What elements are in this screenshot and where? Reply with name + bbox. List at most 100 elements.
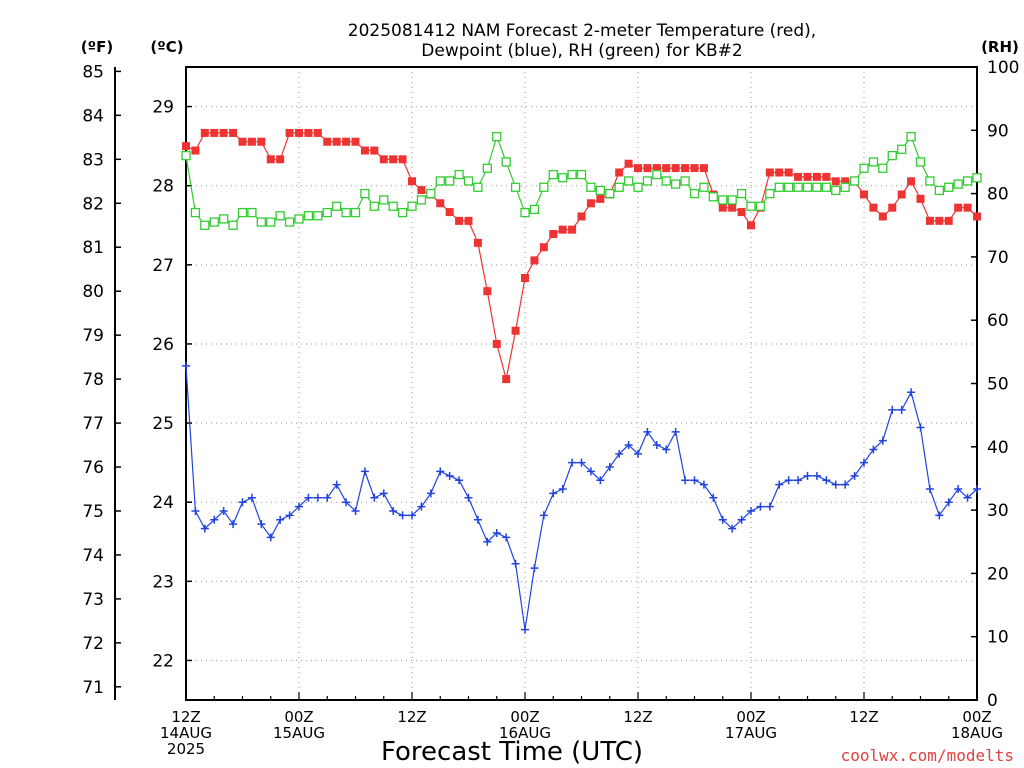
dewpoint-point bbox=[191, 506, 200, 515]
dewpoint-point bbox=[247, 493, 256, 502]
rh-point bbox=[586, 182, 596, 192]
temperature-point bbox=[869, 203, 878, 212]
rh-point bbox=[510, 182, 521, 192]
rh-point bbox=[821, 182, 831, 192]
time-tick-label: 18AUG bbox=[951, 724, 1003, 742]
rh-point bbox=[228, 220, 238, 230]
temperature-point bbox=[747, 221, 755, 230]
chart-title-line1: 2025081412 NAM Forecast 2-meter Temperat… bbox=[348, 21, 816, 41]
temperature-point bbox=[728, 203, 737, 212]
dewpoint-point bbox=[681, 476, 690, 485]
dewpoint-point bbox=[860, 458, 868, 467]
temperature-point bbox=[417, 186, 426, 195]
dewpoint-point bbox=[709, 493, 718, 502]
temperature-point bbox=[266, 155, 275, 164]
dewpoint-point bbox=[718, 515, 727, 524]
celsius-tick-label: 27 bbox=[152, 256, 174, 276]
celsius-tick-label: 24 bbox=[152, 493, 174, 513]
rh-point bbox=[746, 201, 756, 211]
fahrenheit-tick-label: 75 bbox=[82, 502, 104, 522]
temperature-point bbox=[351, 137, 360, 146]
dewpoint-point bbox=[831, 480, 840, 489]
rh-point bbox=[623, 176, 634, 186]
rh-tick-label: 60 bbox=[987, 311, 1009, 331]
rh-point bbox=[350, 207, 361, 218]
rh-axis: 0 10 20 30 40 50 60 70 80 90 100 bbox=[971, 58, 1019, 711]
rh-point bbox=[219, 214, 229, 224]
fahrenheit-tick-label: 79 bbox=[82, 326, 104, 346]
temperature-point bbox=[549, 230, 558, 239]
temperature-point bbox=[436, 199, 445, 208]
rh-point bbox=[784, 182, 794, 192]
rh-point bbox=[492, 131, 502, 142]
fahrenheit-tick-label: 74 bbox=[82, 546, 104, 566]
rh-point bbox=[379, 195, 389, 205]
rh-point bbox=[878, 163, 888, 173]
dewpoint-point bbox=[313, 493, 322, 502]
dewpoint-point bbox=[492, 528, 501, 537]
series-layer bbox=[181, 128, 982, 634]
rh-point bbox=[897, 144, 907, 154]
time-tick-label: 16AUG bbox=[499, 724, 551, 742]
rh-point bbox=[567, 169, 577, 180]
celsius-tick-label: 25 bbox=[152, 414, 174, 434]
dewpoint-point bbox=[822, 476, 831, 485]
dewpoint-point bbox=[577, 458, 586, 467]
rh-point bbox=[906, 131, 916, 142]
rh-point bbox=[633, 182, 643, 192]
dewpoint-point bbox=[539, 511, 548, 520]
rh-point bbox=[237, 207, 248, 218]
temperature-point bbox=[445, 208, 454, 217]
dewpoint-point bbox=[182, 361, 190, 370]
rh-point bbox=[802, 182, 813, 192]
dewpoint-point bbox=[473, 515, 482, 524]
dewpoint-point bbox=[652, 441, 661, 450]
dewpoint-point bbox=[342, 498, 351, 507]
rh-point bbox=[407, 201, 417, 211]
dewpoint-point bbox=[784, 476, 793, 485]
dewpoint-point bbox=[370, 493, 379, 502]
rh-point bbox=[548, 169, 558, 180]
rh-point bbox=[614, 182, 624, 192]
temperature-point bbox=[492, 339, 501, 348]
dewpoint-point bbox=[511, 559, 520, 568]
temperature-point bbox=[634, 164, 642, 173]
temperature-point bbox=[247, 137, 256, 146]
dewpoint-point bbox=[323, 493, 332, 502]
time-tick-label: 12Z bbox=[171, 708, 200, 726]
dewpoint-point bbox=[643, 427, 652, 436]
rh-point bbox=[520, 207, 530, 218]
celsius-tick-label: 26 bbox=[152, 335, 174, 355]
dewpoint-point bbox=[944, 498, 953, 507]
rh-point bbox=[736, 188, 747, 199]
temperature-point bbox=[200, 128, 209, 137]
dewpoint-point bbox=[690, 476, 699, 485]
fahrenheit-tick-label: 81 bbox=[82, 238, 104, 258]
dewpoint-point bbox=[483, 537, 492, 546]
dewpoint-point bbox=[502, 533, 511, 542]
time-tick-label: 14AUG bbox=[160, 724, 212, 742]
fahrenheit-tick-label: 85 bbox=[82, 62, 104, 82]
rh-point bbox=[680, 176, 690, 186]
dewpoint-point bbox=[596, 476, 605, 485]
temperature-point bbox=[973, 212, 981, 221]
temperature-point bbox=[257, 137, 266, 146]
dewpoint-point bbox=[586, 467, 595, 476]
rh-point bbox=[793, 182, 803, 192]
rh-tick-label: 50 bbox=[987, 375, 1009, 395]
dewpoint-point bbox=[295, 502, 303, 511]
dewpoint-point bbox=[737, 515, 746, 524]
dewpoint-point bbox=[568, 458, 577, 467]
rh-point bbox=[341, 207, 351, 218]
temperature-point bbox=[360, 146, 369, 155]
dewpoint-point bbox=[897, 405, 906, 414]
temperature-point bbox=[323, 137, 332, 146]
dewpoint-point bbox=[257, 520, 266, 529]
time-tick-label: 12Z bbox=[623, 708, 652, 726]
dewpoint-point bbox=[888, 405, 897, 414]
temperature-point bbox=[765, 168, 774, 177]
rh-point bbox=[369, 201, 379, 211]
rh-point bbox=[388, 201, 398, 211]
temperature-point bbox=[596, 194, 605, 203]
rh-point bbox=[727, 195, 737, 205]
